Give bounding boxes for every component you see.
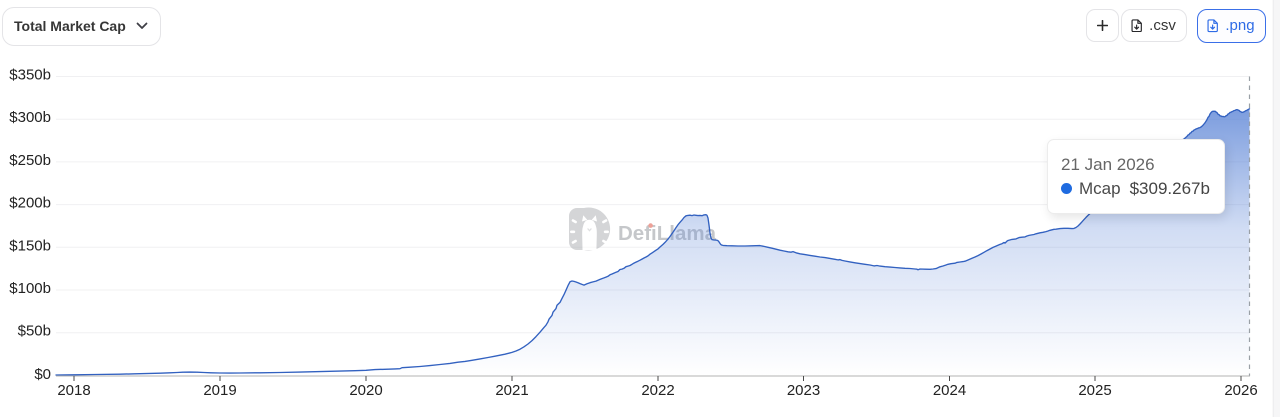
svg-text:2020: 2020 bbox=[349, 382, 382, 399]
svg-text:$300b: $300b bbox=[9, 109, 51, 126]
svg-text:$50b: $50b bbox=[18, 323, 51, 340]
svg-text:$100b: $100b bbox=[9, 280, 51, 297]
svg-text:2019: 2019 bbox=[203, 382, 236, 399]
svg-text:$0: $0 bbox=[34, 366, 51, 383]
svg-text:$350b: $350b bbox=[9, 67, 51, 84]
svg-text:2024: 2024 bbox=[933, 382, 966, 399]
svg-text:$150b: $150b bbox=[9, 237, 51, 254]
svg-text:2025: 2025 bbox=[1078, 382, 1111, 399]
svg-text:$250b: $250b bbox=[9, 152, 51, 169]
svg-text:2026: 2026 bbox=[1224, 382, 1257, 399]
svg-text:2018: 2018 bbox=[57, 382, 90, 399]
svg-text:2023: 2023 bbox=[787, 382, 820, 399]
svg-text:2022: 2022 bbox=[641, 382, 674, 399]
svg-text:$200b: $200b bbox=[9, 195, 51, 212]
svg-text:2021: 2021 bbox=[495, 382, 528, 399]
